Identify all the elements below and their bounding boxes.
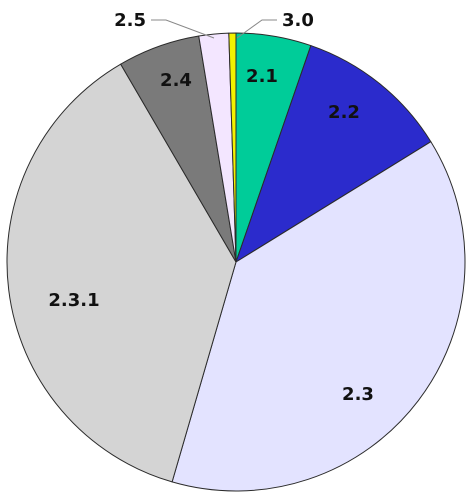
slice-label-2-3: 2.3 [342, 384, 374, 405]
slice-label-2-3-1: 2.3.1 [48, 290, 99, 311]
slice-label-3-0: 3.0 [282, 10, 314, 31]
leader-line-3-0 [236, 19, 277, 39]
slice-label-2-1: 2.1 [246, 66, 278, 87]
pie-labels: 2.1 2.2 2.3 2.3.1 2.4 2.5 3.0 [48, 10, 374, 405]
pie-slice-2-2 [235, 45, 432, 263]
slice-label-2-5: 2.5 [114, 10, 146, 31]
pie-slice-2-3 [171, 141, 466, 492]
slice-label-2-4: 2.4 [160, 70, 192, 91]
pie-slice-3-0 [228, 32, 237, 263]
pie-slice-2-3-1 [6, 63, 237, 483]
slice-label-2-2: 2.2 [328, 102, 360, 123]
leader-line-2-5 [151, 19, 215, 39]
pie-slices [6, 32, 466, 492]
